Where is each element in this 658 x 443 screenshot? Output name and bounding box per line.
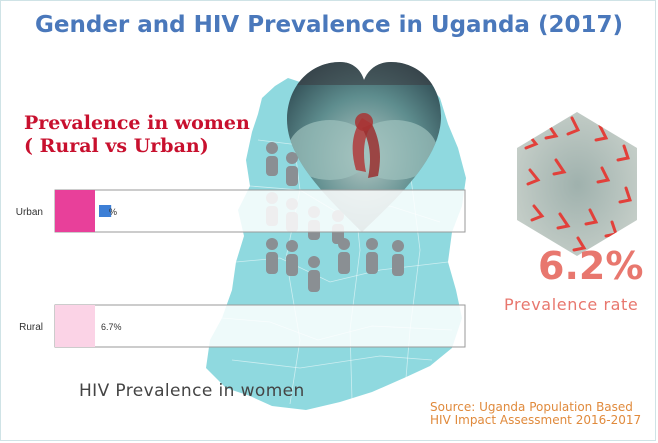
bar-track-urban [54, 189, 466, 233]
bar-track-rural [54, 304, 466, 348]
category-label-rural: Rural [19, 322, 43, 333]
subheading-line-1: Prevalence in women [24, 112, 250, 134]
person-icon [308, 256, 320, 292]
value-label-rural: 6.7% [101, 322, 122, 332]
person-icon [266, 142, 278, 176]
person-icon [366, 238, 378, 274]
chart-subheading: Prevalence in women ( Rural vs Urban) [24, 112, 250, 158]
bar-urban [99, 205, 112, 217]
subheading-line-2: ( Rural vs Urban) [24, 135, 209, 157]
category-swatch-rural [55, 305, 95, 347]
person-icon [286, 240, 298, 276]
person-icon [338, 238, 350, 274]
source-line-1: Source: Uganda Population Based [430, 400, 633, 414]
hexagon-ribbons-photo-icon [517, 112, 637, 256]
category-label-urban: Urban [16, 207, 43, 218]
value-label-urban: % [109, 207, 117, 217]
page-title: Gender and HIV Prevalence in Uganda (201… [35, 12, 623, 38]
source-note: Source: Uganda Population Based HIV Impa… [430, 401, 641, 427]
chart-caption: HIV Prevalence in women [79, 381, 305, 401]
category-swatch-urban [55, 190, 95, 232]
prevalence-rate-value: 6.2% [538, 244, 644, 288]
person-icon [392, 240, 404, 276]
prevalence-rate-label: Prevalence rate [504, 295, 639, 314]
person-icon [286, 152, 298, 186]
person-icon [266, 238, 278, 274]
source-line-2: HIV Impact Assessment 2016-2017 [430, 413, 642, 427]
